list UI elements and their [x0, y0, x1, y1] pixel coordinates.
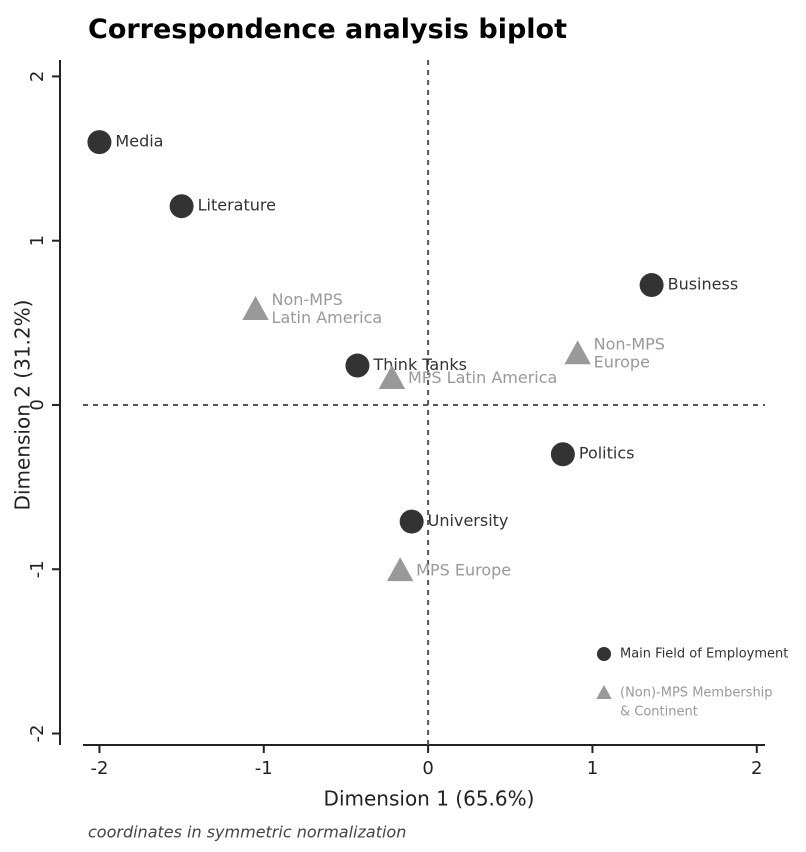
y-axis-label: Dimension 2 (31.2%)	[11, 300, 35, 511]
marker	[242, 296, 269, 320]
marker	[345, 353, 370, 378]
y-tick-label: -1	[27, 560, 48, 578]
marker	[399, 509, 424, 534]
x-tick-label: 2	[751, 758, 762, 779]
marker	[169, 194, 194, 219]
point-label: Business	[668, 275, 739, 294]
y-tick-label: 0	[27, 399, 48, 410]
marker	[550, 442, 575, 467]
marker	[87, 130, 112, 155]
point-label: MPS Latin America	[408, 368, 557, 387]
point-label: Think Tanks	[372, 355, 467, 374]
marker	[378, 365, 406, 389]
point-label: Non-MPS	[594, 335, 665, 354]
point-label: Politics	[579, 444, 635, 463]
x-tick-label: -1	[255, 758, 273, 779]
point-label: University	[428, 511, 509, 530]
x-tick-label: 0	[422, 758, 433, 779]
point-label: Europe	[594, 353, 650, 372]
point-label: Literature	[198, 196, 276, 215]
marker	[386, 557, 414, 582]
y-tick-label: 1	[27, 235, 48, 246]
x-axis-label: Dimension 1 (65.6%)	[324, 787, 535, 811]
legend-marker	[597, 647, 611, 661]
y-tick-label: 2	[27, 71, 48, 82]
point-label: Non-MPS	[272, 290, 343, 309]
legend-label: (Non)-MPS Membership	[620, 686, 773, 701]
point-label: Latin America	[272, 308, 383, 327]
point-label: Media	[115, 132, 163, 151]
legend-label: Main Field of Employment	[620, 647, 788, 662]
point-label: MPS Europe	[416, 560, 511, 579]
x-tick-label: -2	[90, 758, 108, 779]
x-tick-label: 1	[587, 758, 598, 779]
chart-subtitle: coordinates in symmetric normalization	[88, 823, 406, 842]
chart-title: Correspondence analysis biplot	[88, 14, 567, 45]
y-tick-label: -2	[27, 725, 48, 743]
marker	[639, 273, 664, 298]
legend-label: & Continent	[620, 705, 698, 720]
marker	[564, 340, 591, 365]
legend-marker	[596, 685, 612, 699]
